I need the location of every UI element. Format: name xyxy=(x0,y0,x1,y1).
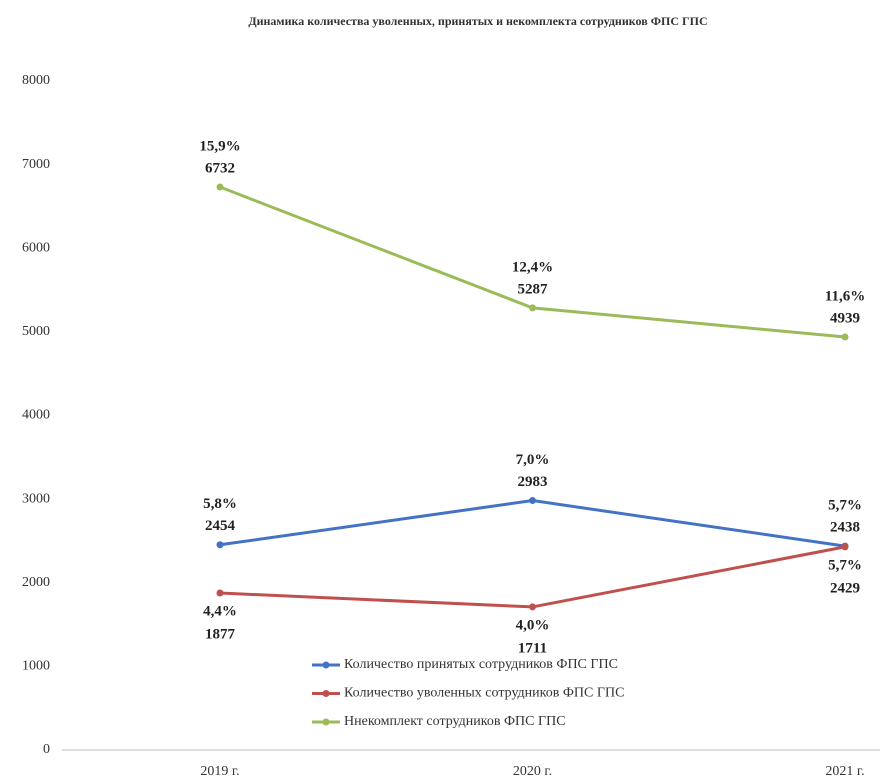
percent-label: 12,4% xyxy=(512,259,553,275)
x-tick-label: 2021 г. xyxy=(825,764,864,779)
point xyxy=(529,304,536,312)
series-line xyxy=(219,545,846,609)
percent-label: 5,8% xyxy=(203,496,237,512)
point xyxy=(841,333,849,341)
y-tick-label: 3000 xyxy=(22,491,50,506)
y-tick-label: 0 xyxy=(43,742,50,757)
chart-title: Динамика количества уволенных, принятых … xyxy=(248,14,707,28)
point xyxy=(216,541,224,549)
percent-label: 5,7% xyxy=(828,557,862,573)
y-tick-label: 2000 xyxy=(22,575,50,590)
y-tick-label: 7000 xyxy=(22,157,50,172)
percent-label: 15,9% xyxy=(199,138,240,154)
value-label: 2438 xyxy=(830,520,860,536)
percent-label: 4,0% xyxy=(516,617,550,633)
legend-marker xyxy=(322,690,330,697)
y-tick-label: 6000 xyxy=(22,240,50,255)
x-tick-label: 2019 г. xyxy=(200,764,239,779)
legend-label: Количество уволенных сотрудников ФПС ГПС xyxy=(344,686,624,701)
percent-label: 7,0% xyxy=(516,452,550,468)
y-tick-label: 8000 xyxy=(22,73,50,88)
y-tick-label: 4000 xyxy=(22,408,50,423)
percent-label: 11,6% xyxy=(825,288,865,304)
value-label: 2983 xyxy=(518,474,548,490)
value-label: 6732 xyxy=(205,160,235,176)
y-tick-label: 1000 xyxy=(22,659,50,674)
series-line xyxy=(219,499,846,548)
value-label: 5287 xyxy=(518,281,549,297)
percent-label: 5,7% xyxy=(828,498,862,514)
value-label: 2454 xyxy=(205,518,236,534)
percent-label: 4,4% xyxy=(203,603,237,619)
point xyxy=(841,543,849,551)
point xyxy=(529,603,536,611)
x-tick-label: 2020 г. xyxy=(513,764,552,779)
point xyxy=(216,589,224,597)
value-label: 1877 xyxy=(205,626,236,642)
point xyxy=(216,183,224,191)
legend-label: Ннекомплект сотрудников ФПС ГПС xyxy=(344,714,566,729)
value-label: 4939 xyxy=(830,310,860,326)
legend-marker xyxy=(322,718,330,726)
legend-marker xyxy=(322,661,330,669)
point xyxy=(529,497,536,505)
legend-label: Количество принятых сотрудников ФПС ГПС xyxy=(344,657,618,672)
value-label: 2429 xyxy=(830,580,860,596)
value-label: 1711 xyxy=(518,640,547,656)
y-tick-label: 5000 xyxy=(22,324,50,339)
